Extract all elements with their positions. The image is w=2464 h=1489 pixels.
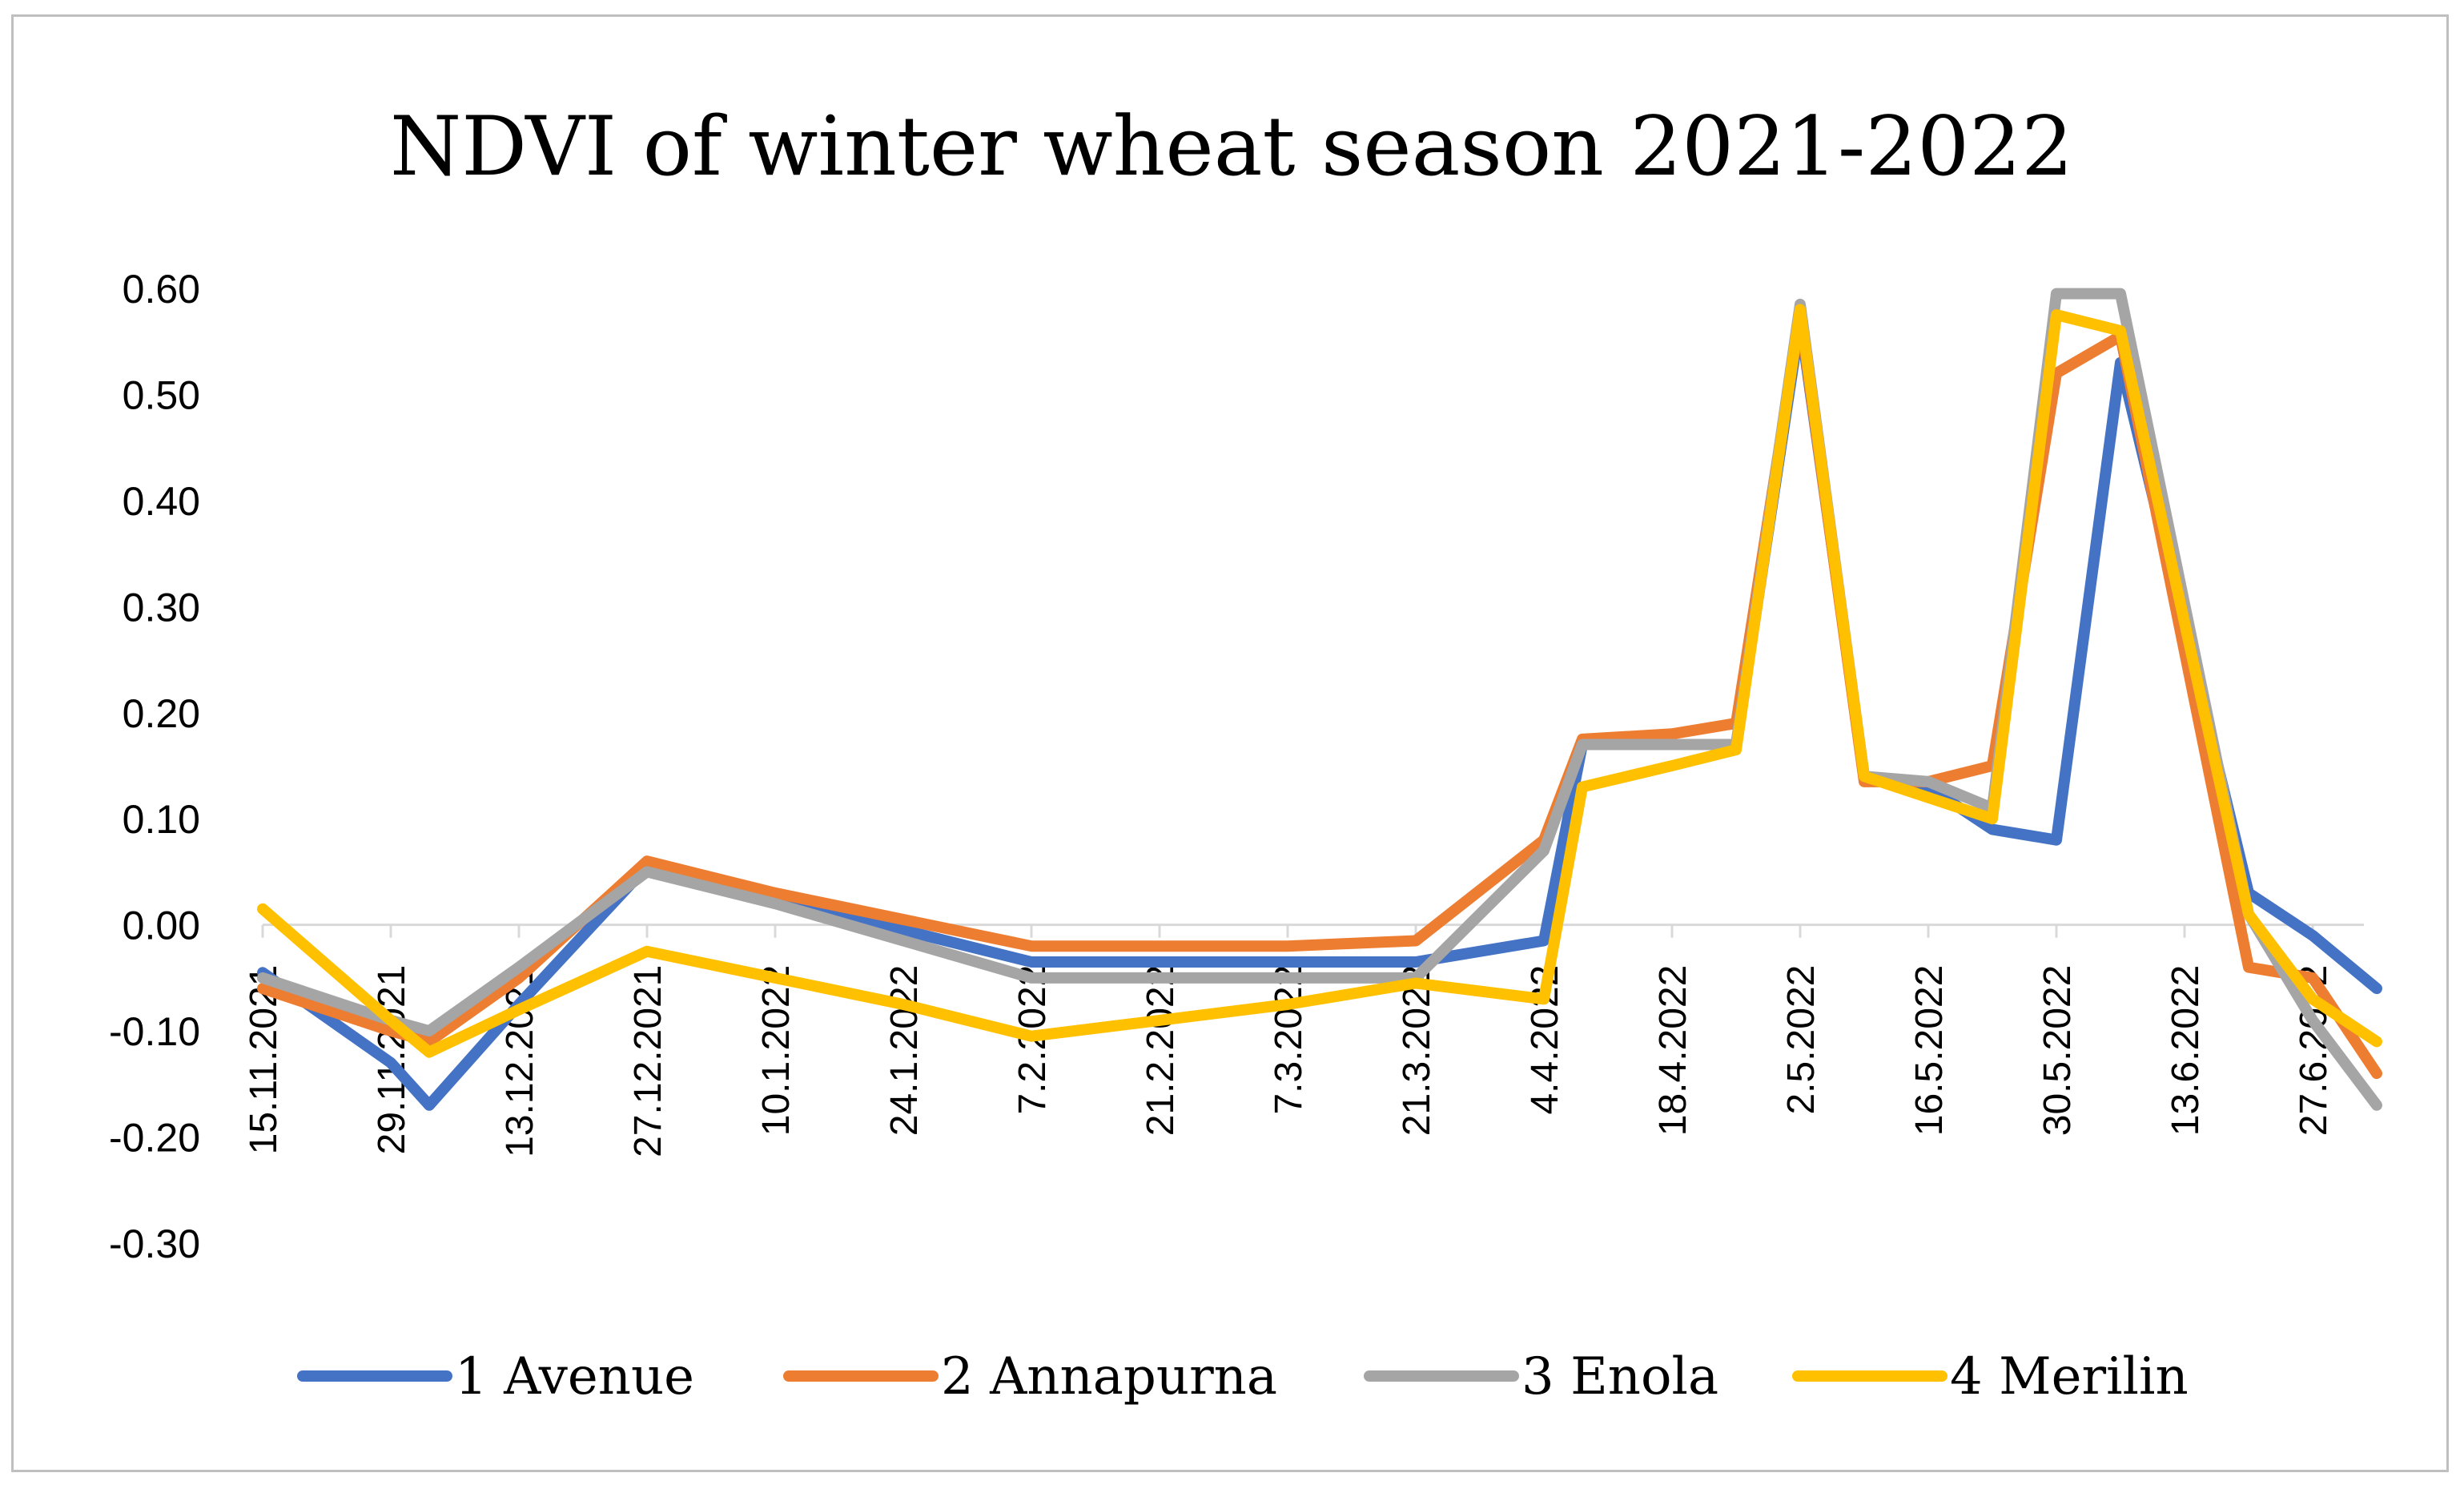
x-tick-label: 21.2.2022 — [1140, 965, 1182, 1137]
series-line-3 — [257, 288, 2382, 1111]
legend-label: 1 Avenue — [455, 1347, 694, 1407]
x-tick-label: 16.5.2022 — [1908, 965, 1951, 1137]
series-lines — [257, 288, 2382, 1111]
chart-title: NDVI of winter wheat season 2021-2022 — [390, 99, 2073, 195]
y-tick-label: 0.50 — [123, 372, 200, 417]
y-tick-label: -0.30 — [109, 1221, 200, 1266]
y-tick-label: 0.30 — [123, 585, 200, 630]
x-tick-label: 18.4.2022 — [1652, 965, 1694, 1137]
y-tick-label: -0.10 — [109, 1009, 200, 1054]
x-tick-label: 10.1.2022 — [755, 965, 798, 1137]
x-tick-label: 13.6.2022 — [2165, 965, 2207, 1137]
legend-label: 3 Enola — [1521, 1347, 1718, 1407]
x-tick-label: 24.1.2022 — [883, 965, 926, 1137]
legend-label: 4 Merilin — [1950, 1347, 2189, 1407]
x-tick-label: 27.12.2021 — [627, 965, 669, 1157]
chart-frame — [11, 14, 2449, 1472]
y-tick-label: 0.60 — [123, 267, 200, 312]
legend-label: 2 Annapurna — [941, 1347, 1277, 1407]
y-tick-label: -0.20 — [109, 1116, 200, 1161]
x-tick-label: 2.5.2022 — [1780, 965, 1823, 1115]
series-line-4 — [257, 304, 2382, 1058]
y-axis: 0.60 0.50 0.40 0.30 0.20 0.10 0.00 -0.10 -0.20 -0… — [109, 267, 200, 1266]
legend: 1 Avenue 2 Annapurna 3 Enola 4 Merilin — [297, 1347, 2189, 1407]
x-tick-label: 30.5.2022 — [2036, 965, 2079, 1137]
x-tick-label: 7.3.2022 — [1268, 965, 1310, 1115]
y-tick-label: 0.40 — [123, 479, 200, 524]
y-tick-label: 0.00 — [123, 903, 200, 948]
x-tick-label: 21.3.2022 — [1396, 965, 1438, 1137]
y-tick-label: 0.20 — [123, 691, 200, 736]
y-tick-label: 0.10 — [123, 797, 200, 842]
